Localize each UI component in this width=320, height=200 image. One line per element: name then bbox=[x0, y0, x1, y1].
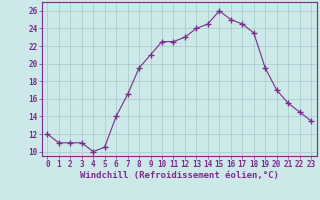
X-axis label: Windchill (Refroidissement éolien,°C): Windchill (Refroidissement éolien,°C) bbox=[80, 171, 279, 180]
